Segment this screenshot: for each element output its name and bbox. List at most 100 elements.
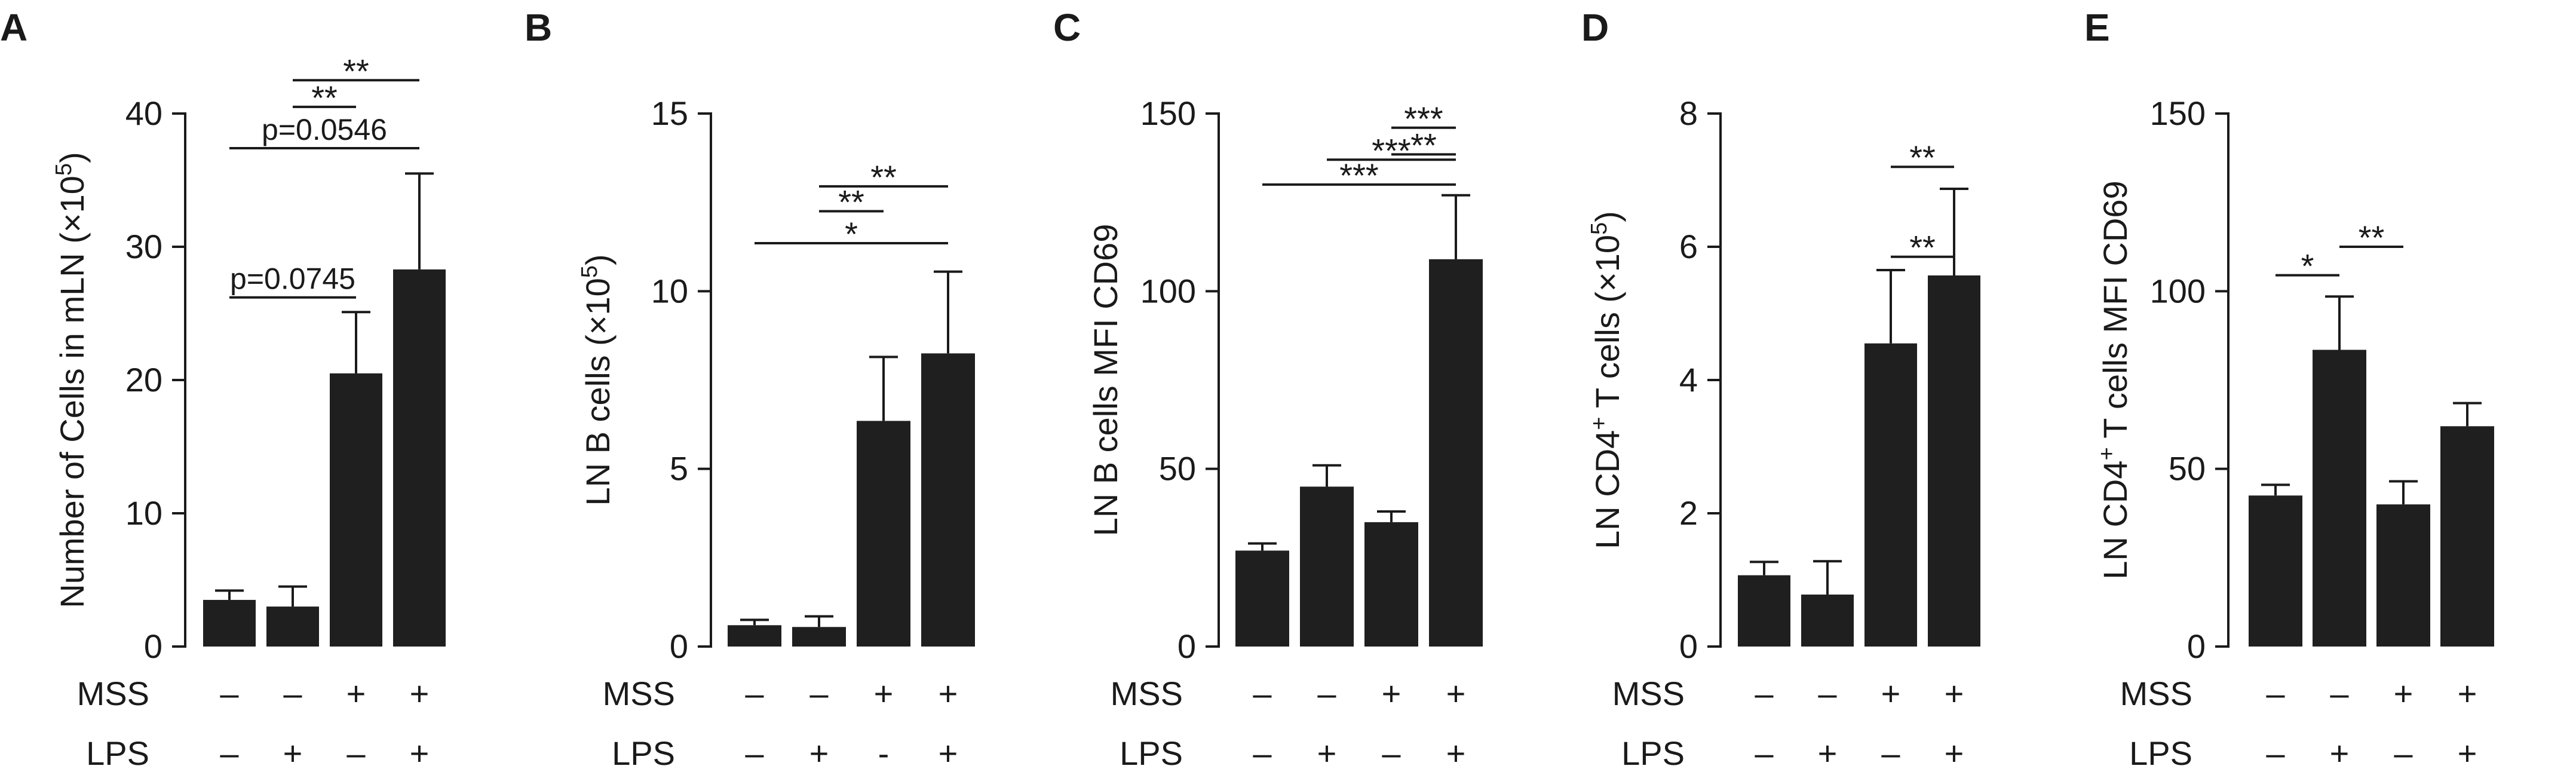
mss-sign: –	[1253, 675, 1272, 712]
bar	[1364, 522, 1418, 647]
significance-stars: **	[838, 183, 864, 221]
bar	[1235, 550, 1289, 647]
lps-sign: –	[346, 734, 366, 772]
lps-sign: –	[220, 734, 239, 772]
mss-sign: –	[2266, 675, 2285, 712]
panel-letter: D	[1581, 6, 1609, 49]
bar	[1928, 275, 1980, 647]
lps-sign: +	[283, 734, 303, 772]
significance-stars: **	[2359, 219, 2385, 256]
lps-row-label: LPS	[1120, 734, 1183, 772]
y-axis-label: LN CD4+ T cells MFI CD69	[2094, 180, 2134, 579]
y-tick-label: 15	[651, 94, 688, 132]
y-tick-label: 0	[144, 627, 162, 665]
y-label-part: LN CD4	[2096, 461, 2134, 580]
bar	[266, 606, 319, 647]
mss-sign: –	[283, 675, 302, 712]
significance-stars: ***	[1339, 157, 1378, 194]
lps-sign: +	[809, 734, 829, 772]
y-axis-label: LN B cells (×105)	[577, 254, 617, 506]
y-tick-label: 10	[651, 272, 688, 310]
y-tick-label: 4	[1679, 361, 1698, 399]
mss-sign: –	[745, 675, 764, 712]
lps-row-label: LPS	[1621, 734, 1685, 772]
y-label-superscript: 5	[577, 265, 602, 278]
lps-sign: –	[1881, 734, 1900, 772]
significance-stars: ***	[1404, 100, 1443, 137]
y-tick-label: 0	[2187, 627, 2206, 665]
significance-stars: **	[343, 52, 369, 90]
y-tick-label: 100	[1140, 272, 1196, 310]
y-label-part: T cells (×10	[1588, 235, 1626, 417]
y-label-part: )	[53, 152, 91, 163]
significance-stars: *	[2301, 247, 2314, 285]
mss-sign: –	[1755, 675, 1774, 712]
y-tick-label: 50	[1159, 450, 1196, 488]
y-tick-label: 100	[2150, 272, 2206, 310]
lps-sign: +	[939, 734, 958, 772]
y-tick-label: 5	[670, 450, 688, 488]
mss-row-label: MSS	[2120, 675, 2192, 712]
y-label-superscript: 5	[1587, 222, 1612, 235]
y-label-part: T cells MFI CD69	[2096, 180, 2134, 447]
lps-row-label: LPS	[86, 734, 149, 772]
significance-stars: *	[845, 215, 858, 253]
mss-sign: +	[939, 675, 958, 712]
y-tick-label: 10	[125, 494, 162, 532]
y-label-superscript: 5	[51, 163, 76, 176]
mss-row-label: MSS	[1612, 675, 1685, 712]
mss-sign: –	[1818, 675, 1837, 712]
mss-sign: +	[2394, 675, 2414, 712]
mss-sign: +	[346, 675, 366, 712]
p-value-label: p=0.0745	[230, 262, 355, 296]
lps-sign: –	[2266, 734, 2285, 772]
bar	[792, 627, 846, 647]
bar	[2440, 426, 2494, 647]
significance-stars: **	[1909, 229, 1936, 266]
panel-letter: C	[1053, 6, 1081, 49]
mss-sign: +	[2458, 675, 2477, 712]
panel-letter: A	[0, 6, 27, 49]
y-tick-label: 40	[125, 94, 162, 132]
y-label-part: LN B cells (×10	[579, 278, 617, 506]
mss-row-label: MSS	[77, 675, 149, 712]
mss-sign: –	[2330, 675, 2349, 712]
bar	[2249, 495, 2302, 647]
mss-row-label: MSS	[603, 675, 675, 712]
bar	[393, 269, 446, 647]
lps-sign: –	[1755, 734, 1774, 772]
y-label-superscript: +	[1587, 416, 1612, 430]
y-tick-label: 20	[125, 361, 162, 399]
mss-row-label: MSS	[1111, 675, 1183, 712]
mss-sign: +	[410, 675, 430, 712]
y-axis-label: LN B cells MFI CD69	[1087, 224, 1124, 537]
lps-sign: +	[1818, 734, 1838, 772]
bar	[1300, 486, 1354, 647]
bar	[2313, 350, 2366, 647]
lps-sign: -	[878, 734, 890, 772]
significance-stars: **	[870, 158, 897, 196]
mss-sign: –	[809, 675, 829, 712]
y-tick-label: 0	[670, 627, 688, 665]
y-label-part: )	[1588, 211, 1626, 222]
y-tick-label: 150	[2150, 94, 2206, 132]
lps-sign: +	[1945, 734, 1964, 772]
panel-letter: B	[525, 6, 552, 49]
y-tick-label: 30	[125, 228, 162, 265]
mss-sign: +	[874, 675, 894, 712]
lps-row-label: LPS	[2129, 734, 2192, 772]
y-tick-label: 0	[1177, 627, 1196, 665]
y-tick-label: 150	[1140, 94, 1196, 132]
lps-sign: –	[1253, 734, 1272, 772]
p-value-label: p=0.0546	[262, 113, 387, 146]
significance-stars: ***	[1372, 131, 1410, 169]
y-axis-label: Number of Cells in mLN (×105)	[51, 152, 91, 608]
lps-sign: +	[1446, 734, 1466, 772]
y-label-superscript: +	[2094, 447, 2120, 460]
mss-sign: +	[1945, 675, 1964, 712]
lps-sign: +	[2458, 734, 2477, 772]
y-tick-label: 50	[2169, 450, 2206, 488]
